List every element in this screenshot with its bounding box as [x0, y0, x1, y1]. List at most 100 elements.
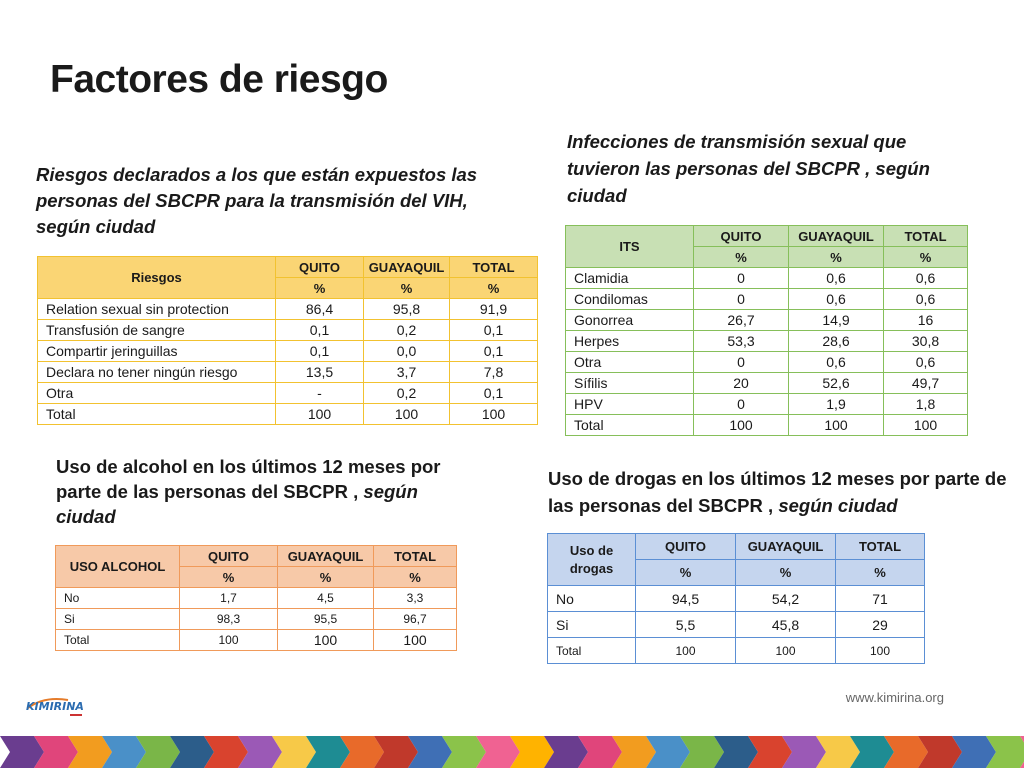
stripe-chevron [782, 736, 826, 768]
cell: 13,5 [275, 361, 364, 383]
table-row: Otra -0,2 0,1 [37, 382, 538, 404]
cell: 0,6 [883, 351, 968, 373]
cell: 53,3 [693, 330, 789, 352]
riesgos-header: Riesgos [37, 256, 276, 299]
cell: 26,7 [693, 309, 789, 331]
percent-header: % [883, 246, 968, 268]
its-table: ITS QUITO GUAYAQUIL TOTAL % % % Clamidia… [565, 225, 968, 436]
row-label: Total [547, 637, 636, 664]
stripe-chevron [204, 736, 248, 768]
quito-header: QUITO [179, 545, 278, 567]
cell: 0,1 [449, 340, 538, 362]
drogas-caption-text: Uso de drogas en los últimos 12 meses po… [548, 468, 1007, 516]
percent-header: % [275, 277, 364, 299]
row-label: Si [547, 611, 636, 638]
stripe-chevron [748, 736, 792, 768]
cell: 98,3 [179, 608, 278, 630]
cell: 1,8 [883, 393, 968, 415]
row-label: Herpes [565, 330, 694, 352]
stripe-chevron [646, 736, 690, 768]
cell: - [275, 382, 364, 404]
table-row: Total 100 100 100 [565, 414, 968, 436]
row-label: Total [37, 403, 276, 425]
cell: 0,2 [363, 382, 450, 404]
quito-header: QUITO [693, 225, 789, 247]
table-row: No 94,5 54,2 71 [547, 585, 925, 612]
stripe-chevron [850, 736, 894, 768]
table-row: HPV 0 1,9 1,8 [565, 393, 968, 415]
table-row: Total 100 100 100 [55, 629, 457, 651]
cell: 0,1 [449, 319, 538, 341]
cell: 95,5 [277, 608, 374, 630]
cell: 95,8 [363, 298, 450, 320]
total-header: TOTAL [835, 533, 925, 560]
row-label: Compartir jeringuillas [37, 340, 276, 362]
cell: 20 [693, 372, 789, 394]
stripe-chevron [68, 736, 112, 768]
table-row: Gonorrea 26,7 14,9 16 [565, 309, 968, 331]
table-row: Transfusión de sangre 0,1 0,2 0,1 [37, 319, 538, 341]
cell: 94,5 [635, 585, 736, 612]
guayaquil-header: GUAYAQUIL [363, 256, 450, 278]
quito-header: QUITO [275, 256, 364, 278]
guayaquil-header: GUAYAQUIL [735, 533, 836, 560]
total-header: TOTAL [449, 256, 538, 278]
stripe-chevron [34, 736, 78, 768]
cell: 5,5 [635, 611, 736, 638]
cell: 16 [883, 309, 968, 331]
cell: 100 [449, 403, 538, 425]
row-label: Clamidia [565, 267, 694, 289]
cell: 100 [363, 403, 450, 425]
cell: 49,7 [883, 372, 968, 394]
percent-header: % [788, 246, 884, 268]
cell: 91,9 [449, 298, 538, 320]
row-label: Otra [565, 351, 694, 373]
cell: 0,6 [788, 288, 884, 310]
cell: 100 [883, 414, 968, 436]
stripe-chevron [340, 736, 384, 768]
cell: 96,7 [373, 608, 457, 630]
alcohol-caption-italic: según ciudad [56, 481, 418, 527]
cell: 45,8 [735, 611, 836, 638]
stripe-chevron [578, 736, 622, 768]
quito-header: QUITO [635, 533, 736, 560]
row-label: Declara no tener ningún riesgo [37, 361, 276, 383]
row-label: No [547, 585, 636, 612]
alcohol-table: USO ALCOHOL QUITO GUAYAQUIL TOTAL % % % … [55, 545, 457, 651]
cell: 1,7 [179, 587, 278, 609]
kimirina-logo: KIMIRINA [26, 698, 84, 716]
table-row: Herpes 53,3 28,6 30,8 [565, 330, 968, 352]
cell: 0 [693, 267, 789, 289]
drogas-table: Uso de drogas QUITO GUAYAQUIL TOTAL % % … [547, 533, 925, 664]
table-row: Si 5,5 45,8 29 [547, 611, 925, 638]
uso-alcohol-header: USO ALCOHOL [55, 545, 180, 588]
stripe-chevron [476, 736, 520, 768]
cell: 100 [179, 629, 278, 651]
cell: 28,6 [788, 330, 884, 352]
row-label: Total [565, 414, 694, 436]
decorative-stripe [0, 736, 1024, 768]
stripe-chevron [170, 736, 214, 768]
cell: 100 [275, 403, 364, 425]
table-row: Declara no tener ningún riesgo 13,5 3,7 7,8 [37, 361, 538, 383]
stripe-chevron [238, 736, 282, 768]
row-label: No [55, 587, 180, 609]
row-label: Relation sexual sin protection [37, 298, 276, 320]
cell: 100 [373, 629, 457, 651]
stripe-chevron [986, 736, 1024, 768]
row-label: Condilomas [565, 288, 694, 310]
percent-header: % [373, 566, 457, 588]
percent-header: % [735, 559, 836, 586]
cell: 100 [693, 414, 789, 436]
website-url: www.kimirina.org [845, 690, 944, 705]
table-row: Si 98,3 95,5 96,7 [55, 608, 457, 630]
alcohol-caption: Uso de alcohol en los últimos 12 meses p… [56, 454, 476, 529]
stripe-chevron [680, 736, 724, 768]
cell: 100 [735, 637, 836, 664]
stripe-chevron [374, 736, 418, 768]
stripe-chevron [714, 736, 758, 768]
stripe-chevron [952, 736, 996, 768]
cell: 0,1 [275, 340, 364, 362]
page-title: Factores de riesgo [50, 58, 388, 101]
percent-header: % [835, 559, 925, 586]
